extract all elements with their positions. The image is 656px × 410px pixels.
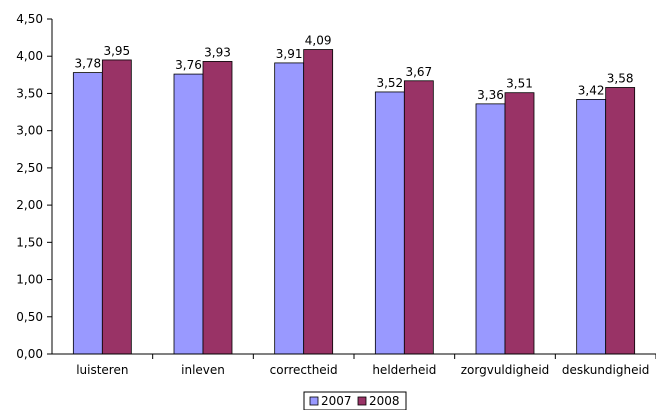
legend-label-2008: 2008 — [369, 394, 400, 408]
bar-2007-correctheid — [274, 62, 305, 355]
data-label-2007-luisteren: 3,78 — [74, 57, 101, 71]
category-label-helderheid: helderheid — [372, 363, 436, 377]
y-tick-label: 2,00 — [16, 198, 43, 212]
category-label-zorgvuldigheid: zorgvuldigheid — [461, 363, 550, 377]
bar-2008-inleven — [202, 61, 233, 355]
axes — [51, 19, 656, 359]
y-tick-label: 1,50 — [16, 235, 43, 249]
data-label-2008-inleven: 3,93 — [204, 45, 231, 59]
bar-2007-zorgvuldigheid — [475, 103, 506, 355]
y-tick-label: 0,50 — [16, 310, 43, 324]
bar-2008-deskundigheid — [605, 87, 636, 355]
data-label-2007-zorgvuldigheid: 3,36 — [477, 88, 504, 102]
category-label-inleven: inleven — [181, 363, 225, 377]
bar-2008-luisteren — [101, 59, 132, 355]
category-label-correctheid: correctheid — [270, 363, 338, 377]
data-labels: 3,783,95 3,763,93 3,914,09 3,523,67 3,363,51… — [74, 34, 633, 102]
bar-series — [72, 49, 636, 355]
legend-swatch-2007 — [309, 396, 319, 406]
data-label-2008-luisteren: 3,95 — [103, 44, 130, 58]
y-tick-label: 1,00 — [16, 273, 43, 287]
y-tick-label: 4,50 — [16, 12, 43, 26]
data-label-2008-zorgvuldigheid: 3,51 — [506, 77, 533, 91]
y-tick-label: 2,50 — [16, 161, 43, 175]
bar-2007-inleven — [173, 73, 204, 355]
category-labels: luisteren inleven correctheid helderheid zor… — [76, 363, 649, 377]
data-label-2007-correctheid: 3,91 — [276, 47, 303, 61]
y-tick-label: 3,50 — [16, 86, 43, 100]
y-tick-label: 3,00 — [16, 124, 43, 138]
bar-2008-zorgvuldigheid — [504, 92, 535, 355]
data-label-2007-helderheid: 3,52 — [376, 76, 403, 90]
legend-swatch-2008 — [357, 396, 367, 406]
data-label-2007-deskundigheid: 3,42 — [578, 83, 605, 97]
bar-2007-luisteren — [72, 72, 103, 355]
legend-label-2007: 2007 — [321, 394, 352, 408]
legend-box — [303, 391, 407, 410]
category-label-deskundigheid: deskundigheid — [562, 363, 650, 377]
legend: 2007 2008 — [303, 391, 407, 410]
category-label-luisteren: luisteren — [76, 363, 128, 377]
bar-2008-helderheid — [403, 80, 434, 355]
bar-2007-deskundigheid — [576, 99, 607, 355]
data-label-2008-helderheid: 3,67 — [405, 65, 432, 79]
data-label-2008-deskundigheid: 3,58 — [607, 71, 634, 85]
data-label-2007-inleven: 3,76 — [175, 58, 202, 72]
bar-2007-helderheid — [374, 91, 405, 355]
y-tick-label: 0,00 — [16, 347, 43, 361]
bar-2008-correctheid — [303, 49, 334, 355]
y-tick-label: 4,00 — [16, 49, 43, 63]
y-axis-ticks: 0,00 0,50 1,00 1,50 2,00 2,50 3,00 3,50 4,00 4,50 — [16, 12, 52, 361]
data-label-2008-correctheid: 4,09 — [305, 34, 332, 48]
